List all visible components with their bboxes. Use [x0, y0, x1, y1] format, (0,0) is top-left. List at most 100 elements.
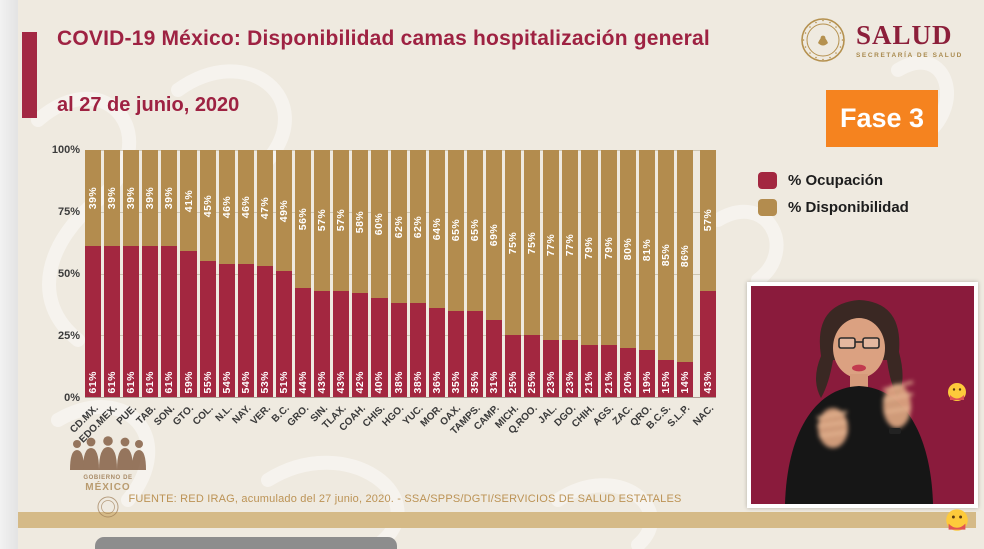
conference-people-icon [70, 436, 146, 470]
disponibilidad-segment: 69% [485, 150, 503, 321]
legend-item-disponibilidad: % Disponibilidad [758, 199, 909, 216]
ocupacion-segment: 43% [314, 290, 331, 397]
ocupacion-value-label: 23% [564, 371, 577, 394]
watermark-seal-icon [97, 496, 119, 518]
bar-tlax: 57% 43% TLAX. [321, 150, 350, 431]
disponibilidad-value-label: 86% [678, 244, 691, 268]
disponibilidad-segment: 41% [180, 150, 197, 252]
bar-tab: 39% 61% TAB. [134, 150, 159, 427]
ocupacion-segment: 40% [371, 298, 388, 397]
ocupacion-value-label: 21% [583, 371, 596, 394]
x-axis-label: VER. [248, 403, 273, 428]
ocupacion-segment: 15% [657, 359, 674, 397]
disponibilidad-segment: 39% [161, 150, 178, 247]
disponibilidad-segment: 65% [466, 150, 483, 311]
x-axis-label: AGS. [591, 403, 617, 429]
ocupacion-value-label: 53% [258, 371, 271, 394]
disponibilidad-segment: 56% [295, 150, 312, 289]
ocupacion-segment: 20% [619, 347, 636, 397]
plot-area: 39% 61% CD.MX. 39% 61% EDO.MEX. 39% 61% PUE. 39% 6… [68, 150, 717, 445]
ocupacion-value-label: 20% [621, 371, 634, 394]
ocupacion-value-label: 43% [702, 371, 715, 394]
bar-bc: 49% 51% B.C. [270, 150, 293, 425]
disponibilidad-segment: 46% [218, 150, 235, 264]
disponibilidad-segment: 60% [371, 150, 388, 299]
bar-gro: 56% 44% GRO. [285, 150, 312, 429]
salud-logo: SALUD SECRETARÍA DE SALUD [800, 14, 984, 66]
bar-oax: 65% 35% OAX. [439, 150, 464, 428]
ocupacion-segment: 23% [562, 340, 579, 397]
ocupacion-value-label: 54% [220, 371, 233, 394]
bar-mich: 75% 25% MICH. [493, 150, 522, 431]
legend-item-ocupacion: % Ocupación [758, 172, 909, 189]
bar-coah: 58% 42% COAH. [338, 150, 369, 434]
disponibilidad-value-label: 65% [468, 219, 481, 242]
ocupacion-value-label: 40% [373, 371, 386, 394]
salud-logo-name: SALUD [856, 19, 953, 50]
bar-chih: 79% 21% CHIH. [570, 150, 598, 430]
ocupacion-value-label: 25% [526, 371, 539, 394]
bar-ver: 47% 53% VER. [248, 150, 273, 427]
bar-qroo: 75% 25% Q.ROO. [507, 150, 541, 436]
disponibilidad-swatch [758, 199, 777, 216]
x-axis-label: PUE. [114, 403, 140, 428]
bar-nac: 57% 43% NAC. [691, 150, 717, 428]
disponibilidad-value-label: 85% [659, 243, 672, 267]
salud-seal-icon [801, 18, 845, 62]
disponibilidad-value-label: 39% [106, 186, 119, 210]
disponibilidad-segment: 49% [275, 150, 293, 272]
ocupacion-value-label: 25% [507, 371, 520, 394]
y-axis: 100% 75% 50% 25% 0% [28, 144, 80, 404]
disponibilidad-value-label: 41% [182, 189, 195, 212]
ocupacion-value-label: 61% [125, 371, 138, 394]
disponibilidad-segment: 80% [619, 150, 636, 348]
ocupacion-value-label: 38% [392, 371, 405, 394]
y-tick-label: 50% [57, 268, 80, 280]
bar-pue: 39% 61% PUE. [115, 150, 140, 427]
ocupacion-value-label: 21% [602, 371, 615, 394]
bar-nl: 46% 54% N.L. [213, 150, 235, 424]
ocupacion-value-label: 14% [678, 371, 691, 394]
x-axis-label: N.L. [213, 403, 235, 425]
ocupacion-value-label: 35% [468, 371, 481, 394]
bottom-gold-band [18, 512, 976, 528]
disponibilidad-segment: 75% [505, 150, 522, 336]
y-tick-label: 0% [64, 392, 80, 404]
video-scrubber-bar[interactable] [95, 537, 397, 549]
disponibilidad-segment: 75% [524, 150, 541, 336]
disponibilidad-value-label: 45% [201, 194, 214, 217]
page-subtitle: al 27 de junio, 2020 [57, 94, 240, 116]
ocupacion-value-label: 61% [106, 371, 119, 394]
legend-label: % Disponibilidad [788, 199, 909, 216]
disponibilidad-segment: 62% [409, 150, 426, 304]
disponibilidad-segment: 62% [390, 150, 407, 304]
source-note: FUENTE: RED IRAG, acumulado del 27 junio… [128, 493, 682, 505]
ocupacion-segment: 14% [676, 362, 693, 397]
disponibilidad-segment: 77% [543, 150, 560, 341]
ocupacion-segment: 61% [123, 246, 140, 397]
disponibilidad-value-label: 56% [297, 207, 310, 231]
title-accent-bar [22, 32, 37, 118]
ocupacion-segment: 25% [505, 335, 522, 397]
ocupacion-segment: 61% [85, 246, 102, 397]
disponibilidad-segment: 45% [199, 150, 216, 262]
bar-hgo: 62% 38% HGO. [380, 150, 407, 429]
bar-camp: 69% 31% CAMP. [472, 150, 503, 433]
x-axis-label: NAC. [690, 403, 716, 429]
ocupacion-value-label: 51% [277, 371, 290, 394]
ocupacion-segment: 31% [485, 320, 503, 397]
presentation-slide: COVID-19 México: Disponibilidad camas ho… [18, 0, 984, 549]
disponibilidad-segment: 57% [333, 150, 350, 291]
disponibilidad-value-label: 39% [163, 186, 176, 210]
bar-zac: 80% 20% ZAC. [611, 150, 636, 427]
disponibilidad-segment: 81% [638, 150, 655, 351]
ocupacion-segment: 25% [524, 335, 541, 397]
bar-slp: 86% 14% S.L.P. [666, 150, 693, 430]
disponibilidad-segment: 77% [562, 150, 579, 341]
disponibilidad-value-label: 62% [392, 215, 405, 238]
sign-language-video [747, 282, 978, 508]
ocupacion-segment: 43% [333, 290, 350, 397]
legend-label: % Ocupación [788, 172, 884, 189]
disponibilidad-value-label: 46% [239, 195, 252, 219]
ocupacion-segment: 53% [256, 266, 273, 397]
